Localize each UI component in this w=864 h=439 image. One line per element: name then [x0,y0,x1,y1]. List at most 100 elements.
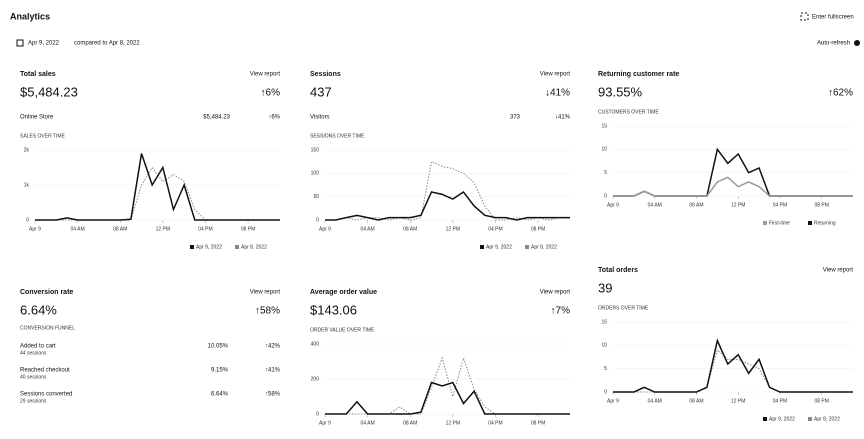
card-title: Average order value [310,289,377,296]
legend-label: Apr 8, 2022 [531,244,557,250]
breakdown-value: $5,484.23 [203,115,230,121]
step-change: ↑41% [265,368,281,374]
view-report-link[interactable]: View report [540,72,571,78]
chart-title: SALES OVER TIME [20,133,66,139]
chart-title: ORDER VALUE OVER TIME [310,327,375,333]
metric-change: ↑6% [261,88,281,99]
y-tick-label: 0 [316,217,319,223]
chart-title: SESSIONS OVER TIME [310,133,365,139]
legend-label: Returning [814,220,836,226]
metric-value: 93.55% [598,84,643,99]
y-tick-label: 15 [601,319,607,325]
step-sessions: 44 sessions [20,350,47,356]
card: Returning customer rate 93.55% ↑62% CUSTOME… [598,71,853,226]
legend-swatch [525,245,529,249]
funnel-title: CONVERSION FUNNEL [20,325,75,331]
line-series [325,356,570,415]
legend-label: Apr 8, 2022 [241,244,267,250]
breakdown-label: Online Store [20,115,54,121]
date-picker[interactable]: Apr 9, 2022 [28,41,60,47]
fullscreen-button[interactable]: Enter fullscreen [812,15,854,21]
legend-label: First-time [769,220,790,226]
calendar-icon [16,39,24,47]
step-sessions: 40 sessions [20,374,47,380]
breakdown-value: 373 [510,115,521,121]
x-tick-label: 04 AM [648,202,662,208]
x-tick-label: 08 AM [403,420,417,426]
comparison-date[interactable]: compared to Apr 8, 2022 [74,41,140,47]
card-title: Total orders [598,267,638,274]
y-tick-label: 150 [311,147,320,153]
line-series [613,349,853,393]
x-tick-label: 08 PM [241,226,255,232]
card-title: Conversion rate [20,289,73,296]
legend-label: Apr 9, 2022 [769,416,795,422]
breakdown-change: ↓41% [555,115,571,121]
y-tick-label: 0 [26,217,29,223]
metric-value: 6.64% [20,302,57,317]
chart-title: ORDERS OVER TIME [598,305,649,311]
y-tick-label: 50 [313,194,319,200]
step-change: ↑42% [265,344,281,350]
x-tick-label: 12 PM [731,398,745,404]
chart-title: CUSTOMERS OVER TIME [598,109,659,115]
y-tick-label: 200 [311,376,320,382]
line-series [325,160,570,221]
y-tick-label: 100 [311,171,320,177]
card-title: Total sales [20,71,56,78]
x-tick-label: 04 AM [361,420,375,426]
metric-change: ↑7% [551,306,571,317]
legend-label: Apr 9, 2022 [196,244,222,250]
legend-swatch [763,221,767,225]
x-tick-label: 04 PM [773,398,787,404]
breakdown-change: ↑6% [268,115,280,121]
x-tick-label: Apr 9 [607,202,619,208]
auto-refresh[interactable]: Auto-refresh [817,41,850,47]
step-sessions: 29 sessions [20,398,47,404]
x-tick-label: 08 PM [531,226,545,232]
line-series [613,176,853,197]
view-report-link[interactable]: View report [250,72,281,78]
y-tick-label: 400 [311,341,320,347]
x-tick-label: 08 PM [814,202,828,208]
x-tick-label: 04 PM [488,420,502,426]
fullscreen-icon [800,12,809,21]
legend-label: Apr 8, 2022 [814,416,840,422]
x-tick-label: 08 PM [814,398,828,404]
x-tick-label: 12 PM [156,226,170,232]
legend-swatch [190,245,194,249]
legend-swatch [235,245,239,249]
x-tick-label: 12 PM [446,226,460,232]
x-tick-label: 04 AM [648,398,662,404]
metric-change: ↑58% [255,306,280,317]
view-report-link[interactable]: View report [823,268,854,274]
y-tick-label: 0 [316,411,319,417]
view-report-link[interactable]: View report [250,290,281,296]
x-tick-label: 04 PM [773,202,787,208]
x-tick-label: Apr 9 [319,420,331,426]
x-tick-label: Apr 9 [607,398,619,404]
legend-swatch [808,221,812,225]
step-rate: 9.15% [211,368,229,374]
metric-value: 437 [310,84,332,99]
metric-change: ↓41% [545,88,570,99]
x-tick-label: 08 AM [403,226,417,232]
step-rate: 6.64% [211,392,229,398]
view-report-link[interactable]: View report [540,290,571,296]
x-tick-label: 08 AM [113,226,127,232]
y-tick-label: 10 [601,343,607,349]
y-tick-label: 10 [601,147,607,153]
help-icon [854,40,860,46]
step-rate: 10.05% [208,344,229,350]
legend-swatch [763,417,767,421]
y-tick-label: 0 [604,193,607,199]
y-tick-label: 1k [24,182,30,188]
x-tick-label: 04 AM [71,226,85,232]
x-tick-label: 04 AM [361,226,375,232]
card: Total sales View report $5,484.23 ↑6% Online… [20,71,281,250]
line-series [325,190,570,221]
card: Total orders View report 39 ORDERS OVER TIM… [598,267,853,422]
y-tick-label: 0 [604,389,607,395]
y-tick-label: 2k [24,147,30,153]
